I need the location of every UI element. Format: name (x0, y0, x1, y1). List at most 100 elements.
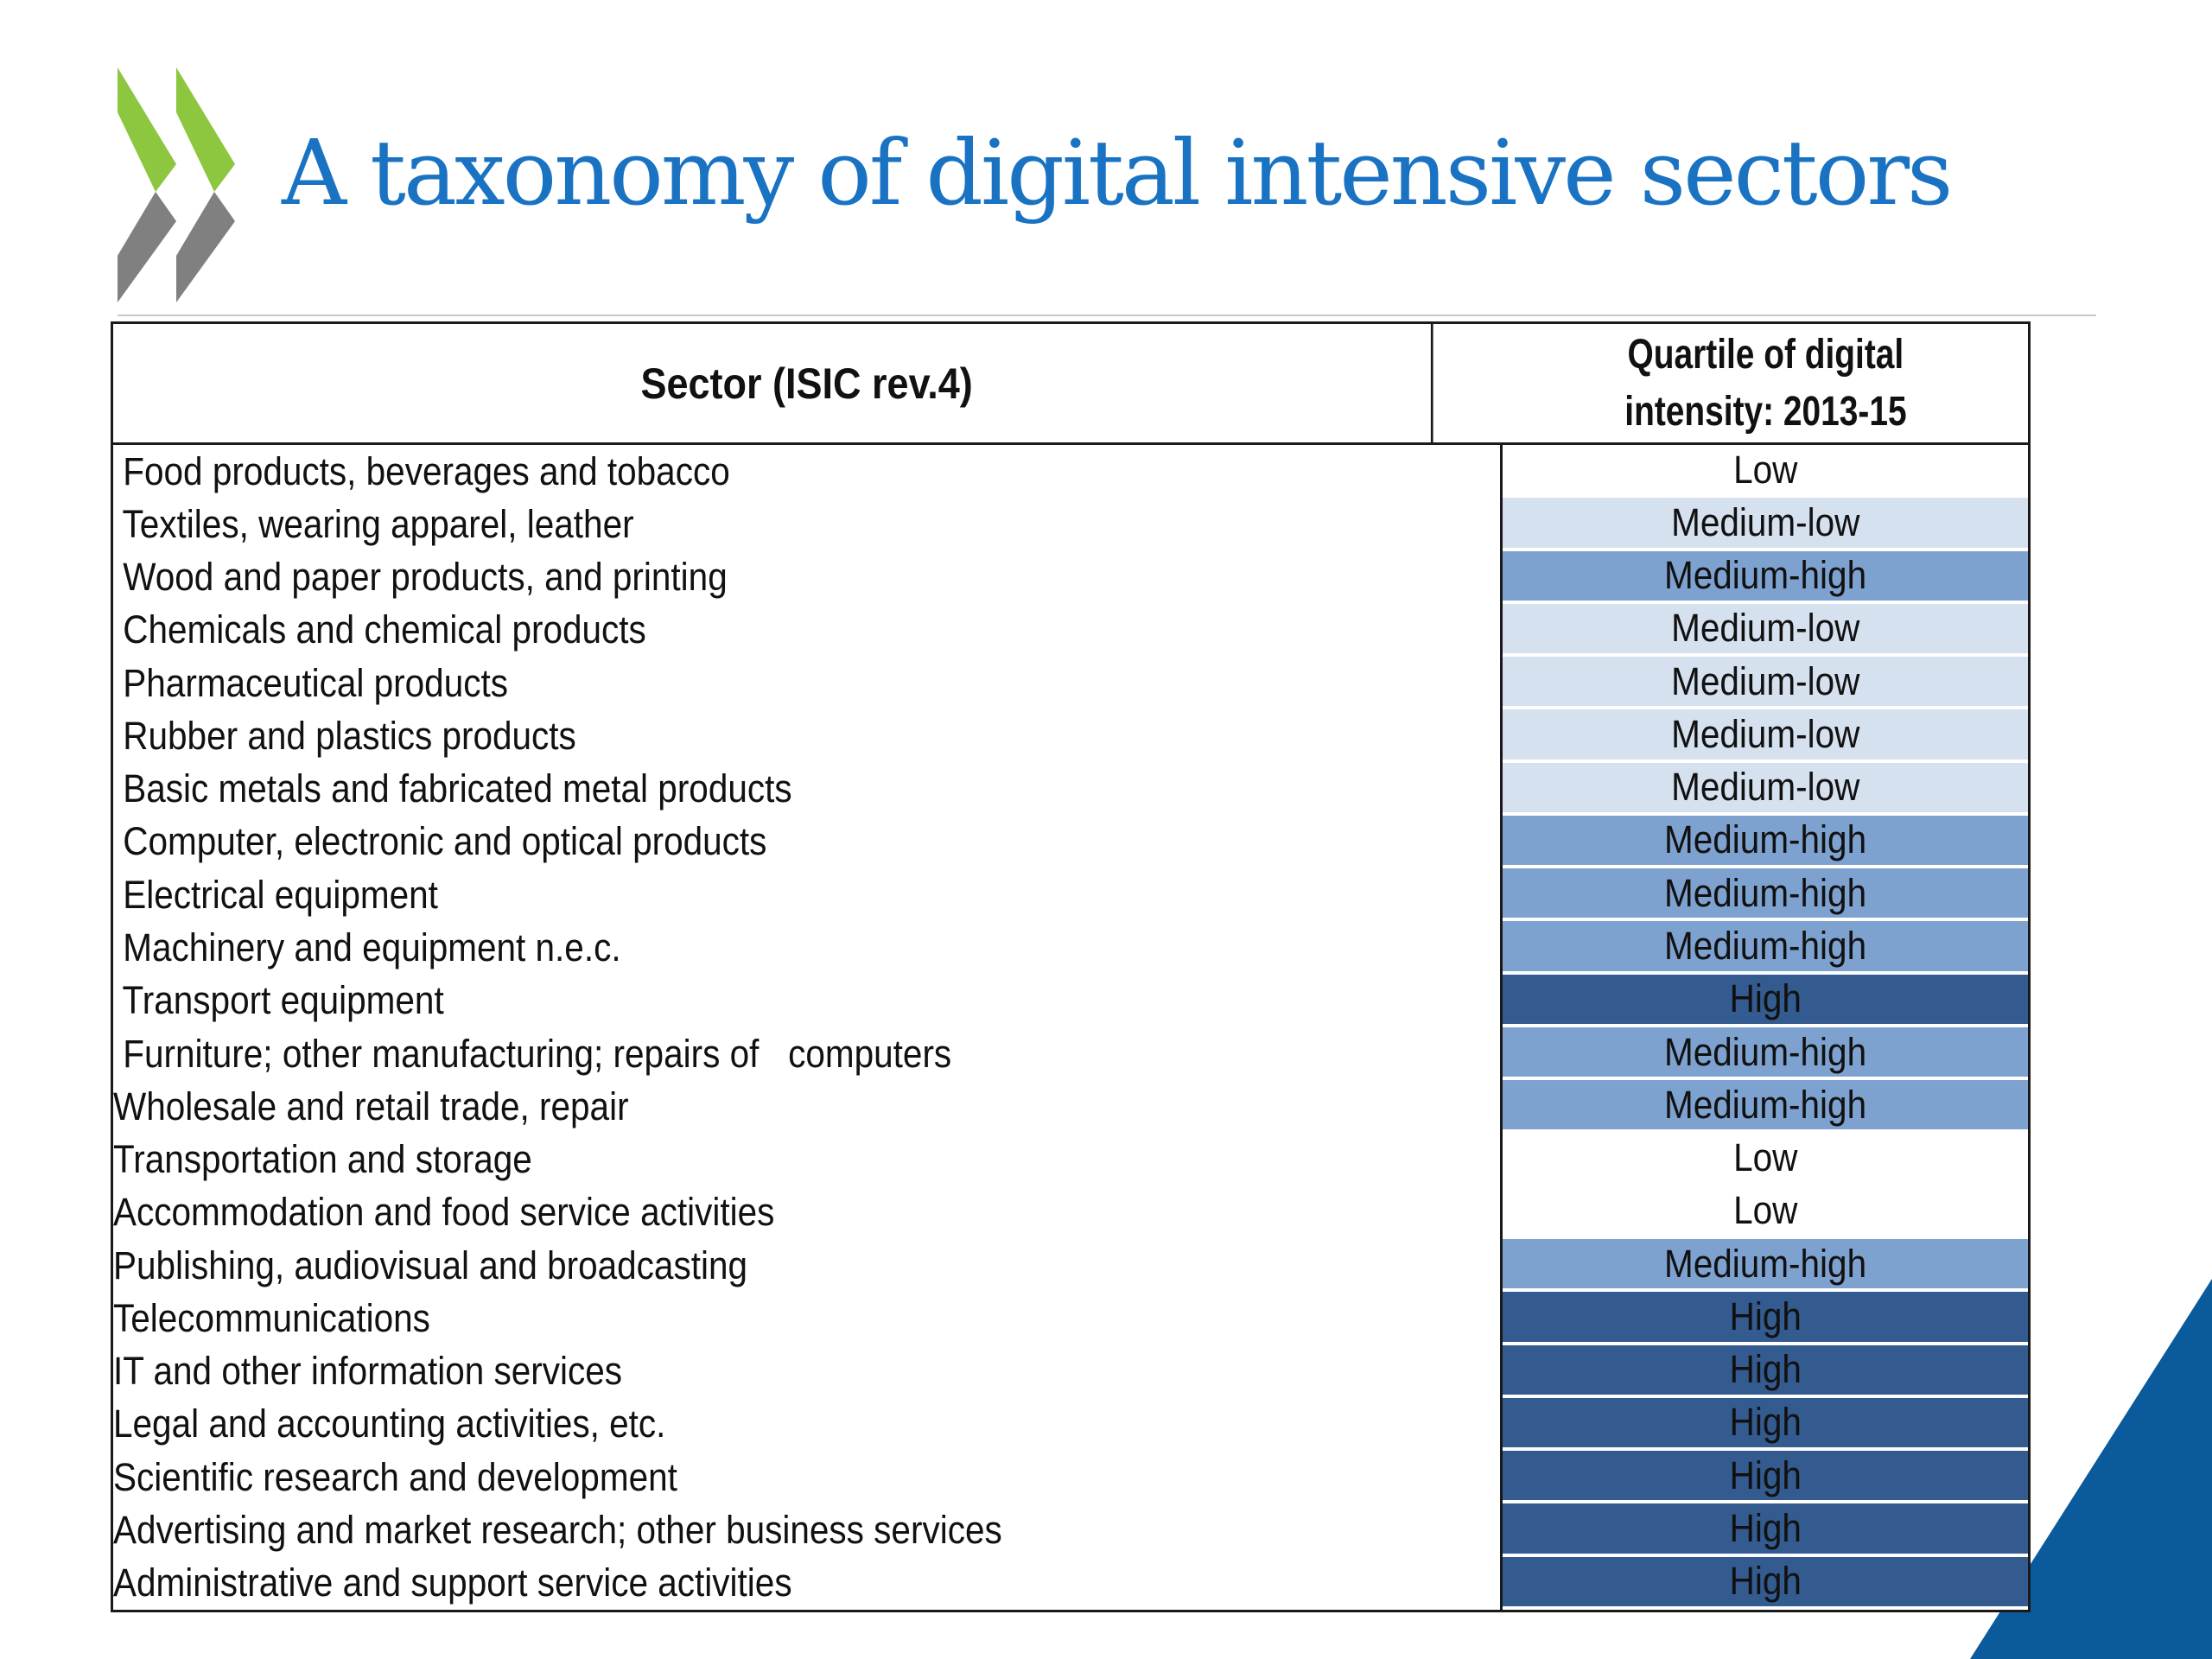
quartile-value: High (1729, 976, 1802, 1021)
quartile-value: High (1729, 1400, 1802, 1445)
sector-name: Furniture; other manufacturing; repairs … (113, 1031, 952, 1076)
oecd-chevron-logo-icon (118, 67, 235, 302)
quartile-cell: Medium-high (1503, 1080, 2028, 1134)
sector-cell: Pharmaceutical products (113, 657, 1503, 710)
sector-name: Advertising and market research; other b… (113, 1507, 1002, 1552)
table-row: Scientific research and development High (113, 1451, 2028, 1504)
quartile-value: Medium-high (1663, 870, 1867, 915)
quartile-cell: Medium-high (1503, 1027, 2028, 1081)
quartile-value: Medium-high (1663, 553, 1867, 598)
sector-name: Machinery and equipment n.e.c. (113, 925, 621, 970)
sector-cell: Food products, beverages and tobacco (113, 445, 1503, 499)
quartile-value: Medium-high (1663, 924, 1867, 969)
quartile-cell: Medium-high (1503, 868, 2028, 922)
quartile-value: High (1729, 1452, 1802, 1497)
table-row: Machinery and equipment n.e.c. Medium-hig… (113, 921, 2028, 975)
table-row: Chemicals and chemical products Medium-lo… (113, 603, 2028, 658)
table-row: Wood and paper products, and printing Med… (113, 550, 2028, 604)
sector-cell: Administrative and support service activ… (113, 1556, 1503, 1610)
table-row: Food products, beverages and tobacco Low (113, 445, 2028, 499)
corner-triangle (1970, 1279, 2212, 1659)
sector-name: Accommodation and food service activitie… (113, 1190, 775, 1235)
quartile-cell: Low (1503, 1185, 2028, 1239)
sector-name: Food products, beverages and tobacco (113, 448, 730, 493)
quartile-value: Medium-low (1670, 711, 1860, 756)
table-row: Publishing, audiovisual and broadcasting… (113, 1238, 2028, 1293)
quartile-cell: High (1503, 1451, 2028, 1504)
sector-name: Telecommunications (113, 1295, 430, 1340)
quartile-cell: Medium-low (1503, 603, 2028, 658)
quartile-cell: Medium-high (1503, 550, 2028, 604)
sector-cell: Basic metals and fabricated metal produc… (113, 762, 1503, 816)
table-row: Basic metals and fabricated metal produc… (113, 762, 2028, 816)
quartile-cell: High (1503, 1503, 2028, 1557)
quartile-value: Medium-low (1670, 658, 1860, 703)
table-body: Food products, beverages and tobacco Low … (113, 445, 2028, 1610)
quartile-value: Medium-high (1663, 817, 1867, 862)
table-row: Textiles, wearing apparel, leather Medium… (113, 498, 2028, 551)
table-row: Administrative and support service activ… (113, 1556, 2028, 1610)
sector-name: Publishing, audiovisual and broadcasting (113, 1243, 748, 1287)
table-row: IT and other information services High (113, 1344, 2028, 1398)
sector-name: Rubber and plastics products (113, 713, 576, 758)
sector-name: Legal and accounting activities, etc. (113, 1402, 666, 1446)
quartile-value: Medium-high (1663, 1241, 1867, 1286)
logo-gray-chevron-left (118, 192, 176, 302)
sector-table: Sector (ISIC rev.4) Quartile of digital … (111, 321, 2031, 1612)
sector-cell: Publishing, audiovisual and broadcasting (113, 1238, 1503, 1293)
sector-cell: Accommodation and food service activitie… (113, 1185, 1503, 1239)
logo-gray-chevron-right (176, 192, 235, 302)
sector-cell: Wood and paper products, and printing (113, 550, 1503, 604)
sector-cell: Telecommunications (113, 1292, 1503, 1345)
title-divider (118, 315, 2096, 316)
header-quartile-line2: intensity: 2013-15 (1624, 388, 1907, 435)
sector-cell: Machinery and equipment n.e.c. (113, 921, 1503, 975)
logo-green-chevron-left (118, 67, 176, 192)
sector-cell: Textiles, wearing apparel, leather (113, 498, 1503, 551)
quartile-cell: High (1503, 1556, 2028, 1610)
header-quartile: Quartile of digital intensity: 2013-15 (1503, 324, 2028, 442)
quartile-value: High (1729, 1505, 1802, 1550)
sector-name: Textiles, wearing apparel, leather (113, 501, 634, 546)
table-row: Transport equipment High (113, 974, 2028, 1027)
table-row: Telecommunications High (113, 1292, 2028, 1345)
sector-name: Electrical equipment (113, 872, 438, 917)
quartile-cell: Medium-high (1503, 921, 2028, 975)
sector-cell: Computer, electronic and optical product… (113, 815, 1503, 869)
quartile-cell: Low (1503, 1133, 2028, 1186)
quartile-value: Low (1732, 1188, 1798, 1233)
quartile-value: Low (1732, 447, 1798, 492)
quartile-value: Medium-low (1670, 765, 1860, 810)
sector-cell: Furniture; other manufacturing; repairs … (113, 1027, 1503, 1081)
sector-name: IT and other information services (113, 1349, 623, 1394)
table-row: Electrical equipment Medium-high (113, 868, 2028, 922)
quartile-cell: Low (1503, 445, 2028, 499)
quartile-cell: Medium-low (1503, 762, 2028, 816)
sector-name: Pharmaceutical products (113, 660, 508, 705)
table-row: Rubber and plastics products Medium-low (113, 709, 2028, 763)
sector-cell: Electrical equipment (113, 868, 1503, 922)
table-row: Advertising and market research; other b… (113, 1503, 2028, 1557)
sector-cell: Advertising and market research; other b… (113, 1503, 1503, 1557)
quartile-cell: High (1503, 974, 2028, 1027)
table-row: Computer, electronic and optical product… (113, 815, 2028, 869)
quartile-cell: High (1503, 1344, 2028, 1398)
table-row: Furniture; other manufacturing; repairs … (113, 1027, 2028, 1081)
table-row: Accommodation and food service activitie… (113, 1185, 2028, 1239)
quartile-cell: Medium-high (1503, 1238, 2028, 1293)
quartile-cell: Medium-low (1503, 709, 2028, 763)
sector-cell: Scientific research and development (113, 1451, 1503, 1504)
sector-cell: Rubber and plastics products (113, 709, 1503, 763)
table-row: Transportation and storage Low (113, 1133, 2028, 1186)
quartile-value: High (1729, 1294, 1802, 1338)
quartile-cell: Medium-low (1503, 657, 2028, 710)
corner-decoration (1970, 1279, 2212, 1659)
sector-cell: Chemicals and chemical products (113, 603, 1503, 658)
quartile-cell: Medium-low (1503, 498, 2028, 551)
header-quartile-line1: Quartile of digital (1627, 331, 1904, 378)
sector-name: Administrative and support service activ… (113, 1560, 792, 1605)
table-row: Pharmaceutical products Medium-low (113, 657, 2028, 710)
sector-name: Computer, electronic and optical product… (113, 819, 767, 864)
header-sector: Sector (ISIC rev.4) (182, 324, 1433, 442)
